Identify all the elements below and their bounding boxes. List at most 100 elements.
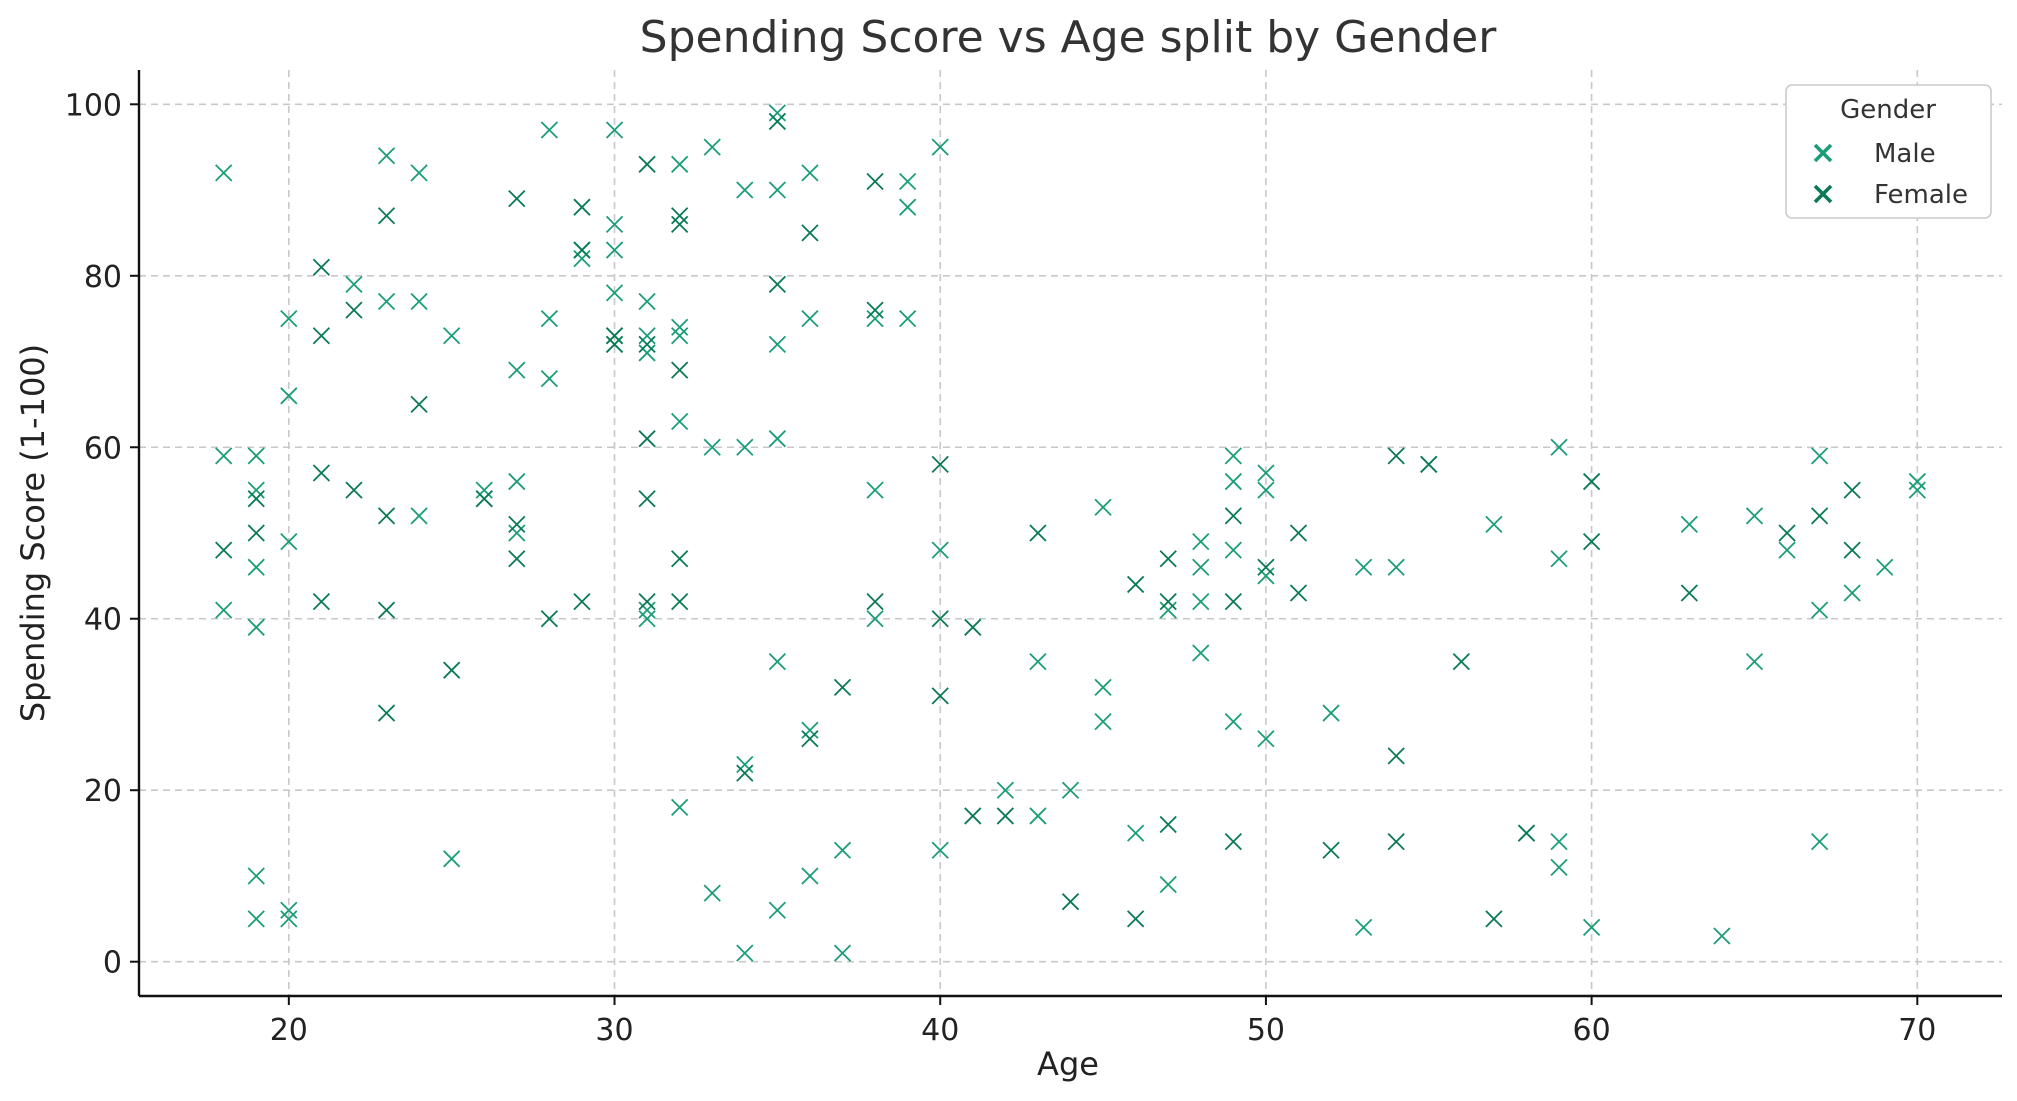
data-point-male (377, 292, 396, 311)
data-point-male (1680, 515, 1698, 534)
data-point-male (1224, 541, 1242, 559)
data-point-male (1745, 652, 1764, 671)
data-point-male (671, 155, 689, 173)
data-point-male (736, 181, 754, 199)
data-point-male (1094, 498, 1112, 516)
y-tick-label: 0 (103, 946, 122, 981)
data-point-female (1387, 833, 1405, 851)
data-point-male (1257, 567, 1275, 585)
data-point-male (1257, 730, 1275, 748)
legend-title: Gender (1840, 95, 1936, 125)
legend-entries: Male Female (1813, 139, 1968, 210)
data-point-male (736, 438, 754, 456)
data-point-male (1094, 678, 1112, 696)
data-point-female (508, 515, 526, 534)
data-point-male (605, 241, 624, 259)
data-point-male (1257, 481, 1275, 499)
data-point-female (508, 550, 526, 568)
data-point-female (768, 275, 787, 293)
data-point-male (1582, 918, 1601, 937)
data-point-male (1192, 592, 1210, 611)
data-point-female (1127, 910, 1145, 928)
data-point-male (410, 507, 428, 525)
data-point-female (964, 807, 982, 825)
data-point-female (1289, 584, 1308, 602)
data-point-female (1322, 841, 1340, 859)
y-tick-label: 40 (84, 603, 122, 638)
data-point-male (1192, 558, 1210, 576)
data-point-male (1908, 472, 1926, 491)
data-point-female (931, 455, 949, 474)
data-point-female (931, 687, 949, 705)
grid-lines (139, 70, 2002, 996)
data-point-female (1289, 524, 1308, 542)
data-point-female (638, 430, 656, 448)
data-point-male (1550, 858, 1568, 877)
data-point-female (410, 395, 428, 414)
data-point-female (312, 327, 331, 345)
data-point-female (671, 550, 689, 568)
data-point-male (1224, 472, 1242, 491)
data-point-male (1550, 833, 1568, 851)
data-point-male (1127, 824, 1145, 842)
data-point-male (768, 652, 787, 671)
data-point-female (1029, 524, 1047, 542)
data-point-female (996, 807, 1014, 825)
data-point-female (312, 258, 331, 276)
data-point-male (866, 481, 884, 499)
data-point-female (833, 678, 852, 696)
data-point-male (1322, 704, 1340, 722)
data-point-male (638, 344, 656, 362)
x-tick-label: 70 (1898, 1013, 1936, 1048)
data-point-female (1843, 481, 1861, 499)
data-point-male (605, 284, 624, 302)
series-female (215, 112, 1861, 928)
data-point-female (768, 112, 787, 131)
data-point-female (638, 155, 656, 173)
data-point-female (866, 172, 884, 191)
data-point-male (768, 901, 787, 919)
data-point-male (1224, 712, 1242, 731)
data-point-female (1452, 652, 1470, 671)
data-point-female (1582, 532, 1601, 551)
data-point-male (508, 524, 526, 542)
data-point-male (475, 481, 493, 499)
legend: Gender Male Female (1785, 84, 1992, 219)
data-point-male (801, 164, 819, 182)
data-point-male (410, 164, 428, 182)
data-point-female (964, 618, 982, 636)
data-point-male (899, 198, 917, 216)
data-point-male (1159, 875, 1177, 894)
data-point-female (247, 490, 265, 508)
data-point-female (1224, 507, 1242, 525)
data-point-male (1876, 558, 1894, 576)
data-point-male (638, 327, 656, 345)
x-tick-label: 60 (1573, 1013, 1611, 1048)
data-point-female (1159, 815, 1177, 834)
data-point-male (508, 361, 526, 379)
data-point-female (931, 610, 949, 628)
data-point-male (1387, 558, 1405, 576)
data-point-male (1843, 584, 1861, 602)
data-point-male (996, 781, 1014, 799)
data-point-female (638, 490, 656, 508)
data-point-male (1224, 447, 1242, 465)
data-point-female (573, 592, 591, 611)
data-point-male (1778, 541, 1796, 559)
data-point-female (540, 610, 559, 628)
data-point-male (703, 438, 721, 456)
data-point-male (671, 798, 689, 817)
data-point-female (345, 301, 363, 319)
axes (137, 70, 2002, 998)
data-point-male (801, 867, 819, 885)
y-tick-label: 80 (84, 260, 122, 295)
data-point-female (1061, 893, 1080, 911)
data-point-male (1810, 833, 1829, 851)
data-point-male (280, 532, 298, 551)
data-point-female (247, 524, 265, 542)
x-tick-label: 20 (270, 1013, 308, 1048)
data-point-male (573, 249, 591, 268)
data-point-female (638, 335, 656, 354)
data-point-male (1810, 447, 1829, 465)
data-point-female (866, 592, 884, 611)
